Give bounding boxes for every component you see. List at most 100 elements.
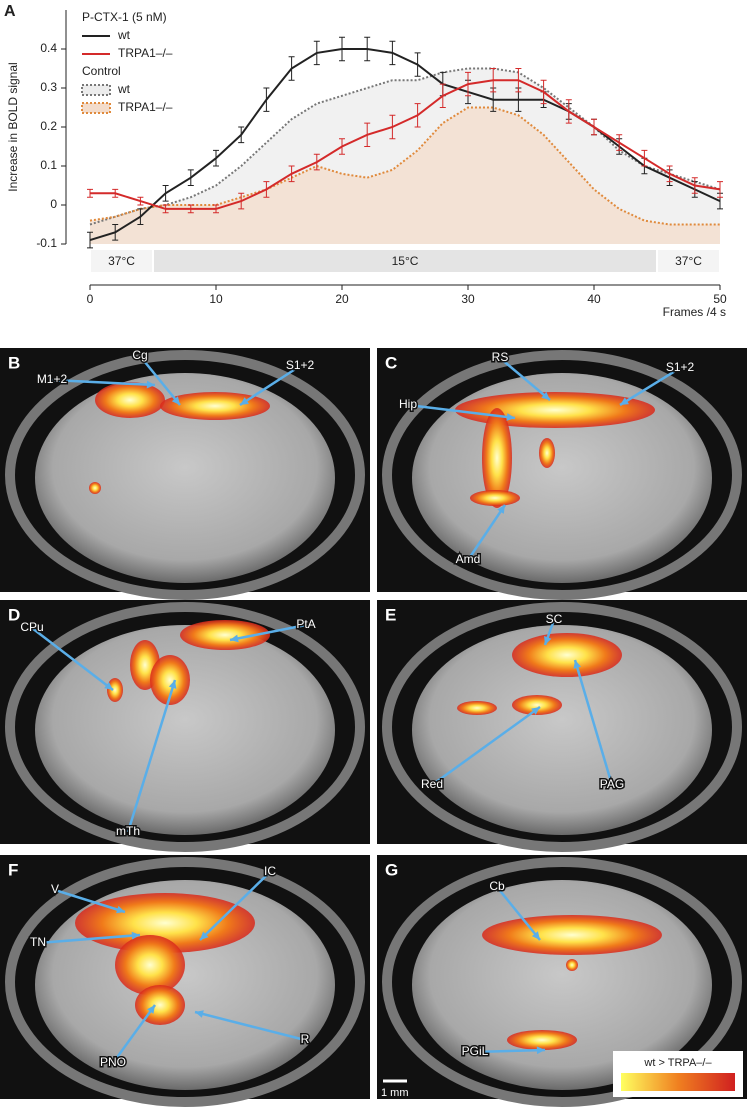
skull bbox=[382, 857, 742, 1107]
line bbox=[89, 67, 721, 226]
mri-panel: E SC Red PAG bbox=[377, 600, 747, 852]
arrow bbox=[619, 366, 681, 407]
panel-letter: C bbox=[385, 353, 397, 372]
region-label: Red bbox=[421, 777, 443, 791]
region-label: Amd bbox=[456, 552, 481, 566]
mri-panel: B M1+2 Cg S1+2 bbox=[0, 347, 370, 600]
error-bar bbox=[540, 79, 547, 105]
error-bar bbox=[490, 68, 497, 93]
arrow-head bbox=[104, 681, 113, 690]
activation bbox=[512, 695, 562, 715]
arrow-head bbox=[230, 634, 239, 643]
x-tick-label: 50 bbox=[713, 292, 727, 306]
error-bar bbox=[439, 83, 446, 108]
activation bbox=[482, 408, 512, 508]
error-bar bbox=[263, 181, 270, 198]
activation bbox=[180, 620, 270, 650]
arrow bbox=[31, 627, 114, 691]
skull bbox=[5, 857, 365, 1107]
arrow-head bbox=[544, 636, 552, 645]
arrow-head bbox=[620, 397, 629, 405]
activation bbox=[115, 935, 185, 995]
brain bbox=[412, 625, 712, 835]
error-bar bbox=[288, 165, 295, 183]
error-bar bbox=[87, 231, 93, 249]
region-label: Hip bbox=[399, 397, 417, 411]
arrow-head bbox=[531, 707, 540, 715]
arrow-head bbox=[195, 1010, 204, 1018]
y-tick-label: -0.1 bbox=[36, 236, 57, 250]
x-tick-label: 30 bbox=[461, 292, 475, 306]
arrow bbox=[199, 871, 271, 941]
legend-label: wt bbox=[117, 28, 131, 42]
mri-panel: C RS S1+2 Hip Amd bbox=[377, 348, 747, 600]
error-bar bbox=[137, 196, 144, 206]
activation bbox=[89, 482, 101, 494]
activation bbox=[507, 1030, 577, 1050]
error-bar bbox=[87, 188, 93, 198]
region-label: PtA bbox=[296, 617, 315, 631]
legend-label: TRPA1–/– bbox=[118, 100, 173, 114]
stimulus-band bbox=[91, 250, 152, 272]
arrow bbox=[126, 679, 177, 833]
x-tick-label: 0 bbox=[87, 292, 94, 306]
error-bar bbox=[187, 204, 194, 214]
region-label: Cg bbox=[132, 348, 147, 362]
legend-label: TRPA1–/– bbox=[118, 46, 173, 60]
stimulus-band bbox=[154, 250, 656, 272]
region-label: M1+2 bbox=[37, 372, 68, 386]
stimulus-label: 37°C bbox=[675, 254, 702, 268]
panel-letter: B bbox=[8, 353, 20, 372]
stimulus-label: 37°C bbox=[108, 254, 135, 268]
mri-panel: F V IC TN PNO R bbox=[0, 855, 370, 1107]
region-label: CPu bbox=[20, 620, 43, 634]
scale-bar-label: 1 mm bbox=[381, 1087, 409, 1099]
activation bbox=[107, 678, 123, 702]
error-bar bbox=[364, 36, 371, 62]
y-tick-label: 0.1 bbox=[40, 158, 57, 172]
error-bar bbox=[187, 169, 194, 186]
error-bar bbox=[238, 192, 245, 210]
region-label: R bbox=[301, 1032, 310, 1046]
colorbar-label: wt > TRPA–/– bbox=[643, 1057, 712, 1069]
stimulus-label: 15°C bbox=[392, 254, 419, 268]
stimulus-band bbox=[658, 250, 719, 272]
error-bar bbox=[112, 224, 119, 241]
skull bbox=[382, 602, 742, 852]
error-bar bbox=[213, 204, 219, 214]
error-bar bbox=[313, 153, 320, 171]
brain bbox=[35, 625, 335, 835]
legend-swatch bbox=[81, 84, 111, 96]
error-bar bbox=[288, 56, 295, 81]
skull bbox=[5, 350, 365, 600]
error-bar bbox=[339, 36, 345, 62]
activation bbox=[512, 633, 622, 677]
mri-panel: G Cb PGiL 1 mm wt > TRPA–/– bbox=[377, 855, 747, 1107]
line bbox=[90, 79, 721, 210]
activation bbox=[95, 382, 165, 418]
region-label: S1+2 bbox=[666, 360, 695, 374]
error-bar bbox=[616, 134, 623, 151]
region-label: SC bbox=[546, 612, 563, 626]
error-bar bbox=[666, 165, 673, 183]
error-bar bbox=[414, 103, 421, 128]
brain bbox=[35, 373, 335, 583]
region-label: TN bbox=[30, 935, 46, 949]
error-bar bbox=[263, 87, 270, 112]
region-label: RS bbox=[492, 350, 509, 364]
x-tick-label: 20 bbox=[335, 292, 349, 306]
x-axis-label: Frames /4 s bbox=[663, 305, 726, 319]
arrow-head bbox=[536, 1046, 545, 1055]
error-bar bbox=[389, 114, 396, 140]
arrow bbox=[194, 1010, 306, 1042]
skull bbox=[382, 350, 742, 600]
arrow bbox=[229, 623, 307, 642]
region-label: S1+2 bbox=[286, 358, 315, 372]
arrow bbox=[239, 364, 301, 407]
arrow bbox=[496, 886, 541, 941]
activation bbox=[482, 915, 662, 955]
error-bar bbox=[112, 188, 119, 198]
region-label: IC bbox=[264, 864, 276, 878]
line bbox=[89, 48, 721, 242]
